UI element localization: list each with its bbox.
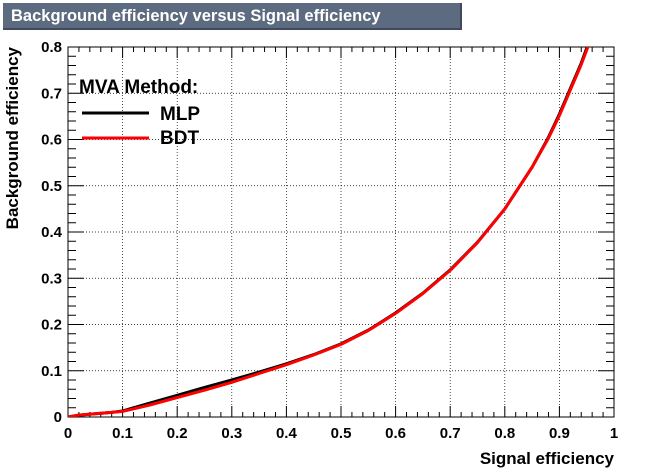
y-tick-label: 0.2 — [41, 317, 62, 334]
chart-title: Background efficiency versus Signal effi… — [11, 7, 381, 25]
x-tick-label: 0 — [64, 425, 72, 442]
series-lines — [68, 47, 590, 417]
x-tick-label: 0.8 — [494, 425, 515, 442]
tick-labels: 0 0.1 0.2 0.3 0.4 0.5 0.6 0.7 0.8 0.9 1 0 0.1 0.2 0.3 0… — [41, 39, 618, 442]
x-tick-label: 1 — [610, 425, 618, 442]
grid — [68, 47, 614, 417]
y-tick-label: 0.1 — [41, 363, 62, 380]
y-tick-label: 0 — [54, 409, 62, 426]
x-tick-label: 0.3 — [221, 425, 242, 442]
y-tick-label: 0.8 — [41, 39, 62, 56]
y-tick-label: 0.4 — [41, 224, 63, 241]
x-tick-label: 0.1 — [112, 425, 133, 442]
y-tick-label: 0.6 — [41, 132, 62, 149]
legend-label-bdt: BDT — [160, 128, 199, 149]
y-axis-title: Background efficiency — [3, 46, 22, 229]
y-tick-label: 0.5 — [41, 178, 62, 195]
x-tick-label: 0.2 — [167, 425, 188, 442]
legend-label-mlp: MLP — [160, 104, 200, 125]
x-tick-label: 0.9 — [549, 425, 570, 442]
axis-ticks — [67, 46, 615, 418]
chart-title-box: Background efficiency versus Signal effi… — [3, 3, 462, 30]
y-tick-label: 0.7 — [41, 85, 62, 102]
x-tick-label: 0.6 — [385, 425, 406, 442]
x-tick-label: 0.7 — [440, 425, 461, 442]
y-tick-label: 0.3 — [41, 270, 62, 287]
series-line-bdt — [68, 47, 590, 417]
legend: MVA Method: MLP BDT — [79, 77, 200, 149]
x-tick-label: 0.5 — [331, 425, 352, 442]
x-axis-title: Signal efficiency — [480, 449, 615, 468]
x-tick-label: 0.4 — [276, 425, 298, 442]
legend-title: MVA Method: — [79, 77, 198, 98]
